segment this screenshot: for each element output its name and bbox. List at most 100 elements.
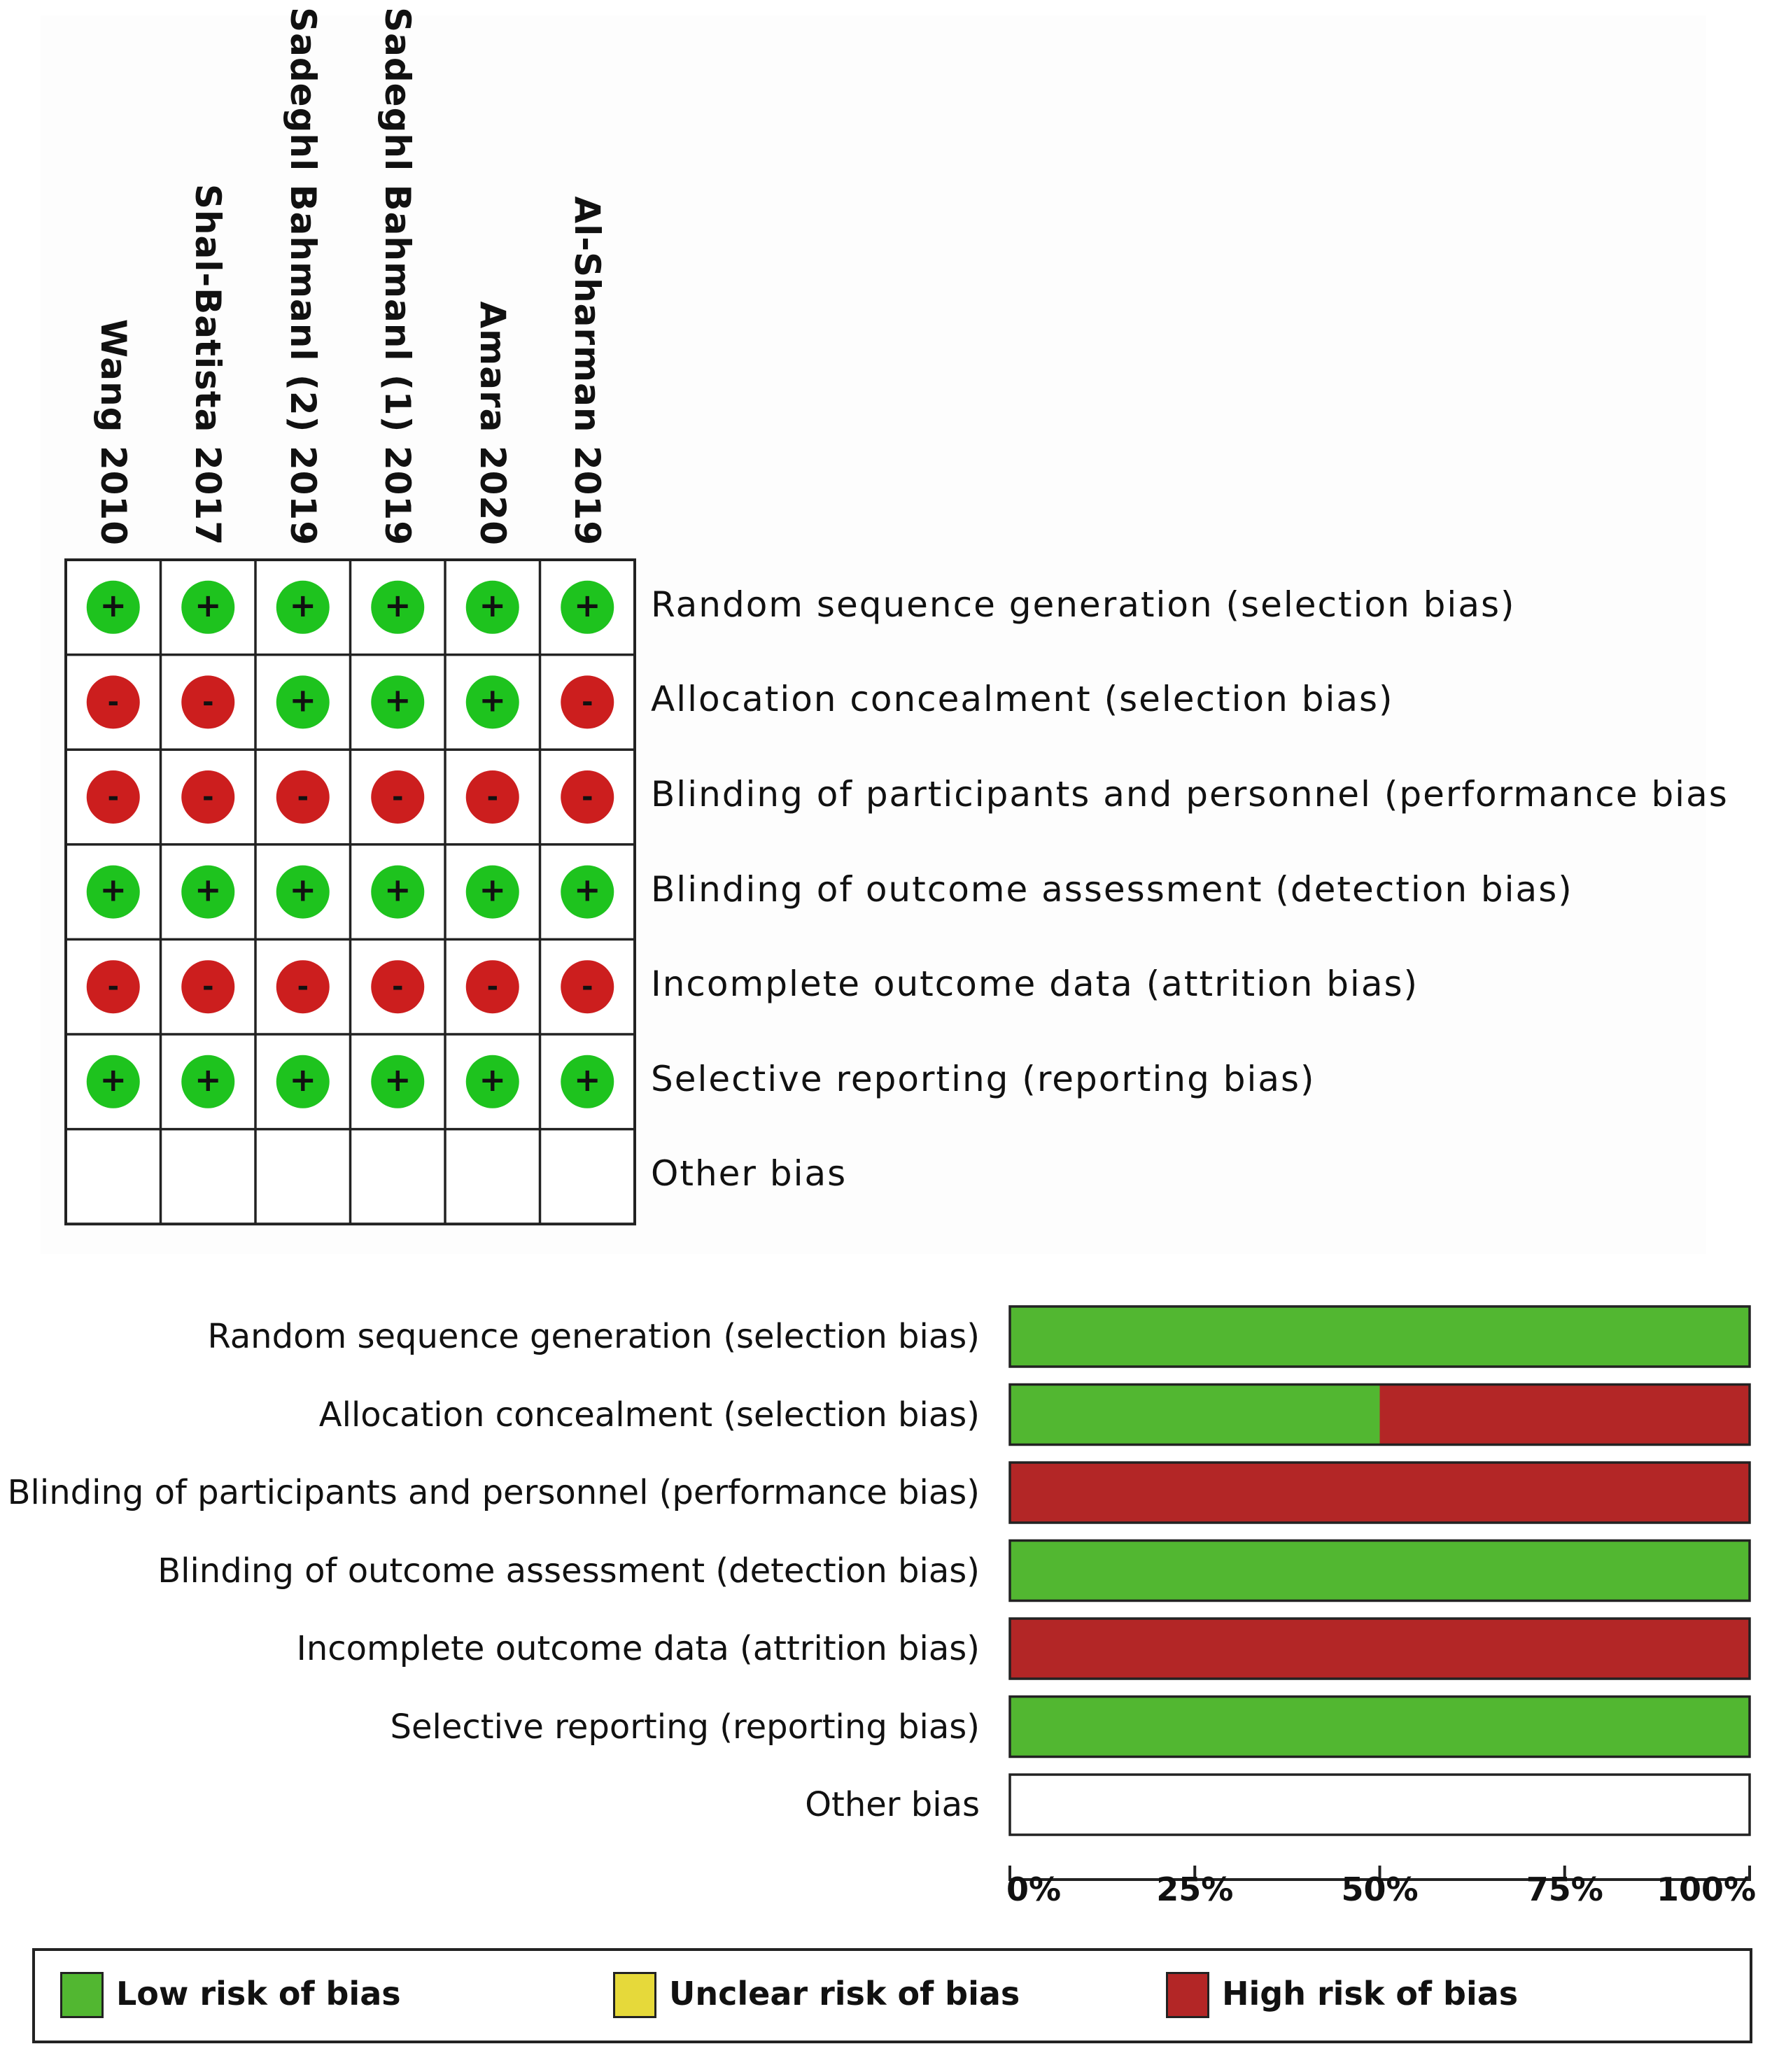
judgement-symbol: + <box>384 586 412 624</box>
judgement-circle <box>276 960 330 1014</box>
low-risk-icon: + <box>371 675 425 729</box>
judgement-symbol: - <box>582 686 593 718</box>
low-risk-icon: + <box>276 1055 330 1108</box>
judgement-symbol: + <box>384 1061 412 1099</box>
low-risk-icon: + <box>465 865 519 919</box>
low-risk-icon: + <box>561 580 614 634</box>
high-risk-icon: - <box>181 960 235 1014</box>
low-risk-icon: + <box>276 865 330 919</box>
high-risk-icon: - <box>465 960 519 1014</box>
low-risk-icon: + <box>276 675 330 729</box>
judgement-symbol: - <box>202 686 214 718</box>
bar-outline <box>1008 1695 1751 1759</box>
judgement-circle <box>465 1055 519 1108</box>
bar-outline <box>1008 1383 1751 1446</box>
bar-segment <box>1010 1540 1750 1601</box>
x-axis-tick-label: 100% <box>1656 1870 1757 1908</box>
domain-label: Random sequence generation (selection bi… <box>651 584 1516 625</box>
judgement-circle <box>561 1055 614 1108</box>
judgement-symbol: - <box>297 971 309 1003</box>
high-risk-icon: - <box>561 770 614 824</box>
judgement-circle <box>86 675 140 729</box>
x-axis-tick-label: 25% <box>1156 1870 1234 1908</box>
judgement-circle <box>561 960 614 1014</box>
judgement-symbol: + <box>479 1061 506 1099</box>
low-risk-icon: + <box>86 865 140 919</box>
judgement-symbol: + <box>289 1061 316 1099</box>
judgement-symbol: - <box>297 781 309 813</box>
judgement-circle <box>276 675 330 729</box>
low-risk-icon: + <box>181 1055 235 1108</box>
high-risk-icon: - <box>86 770 140 824</box>
low-risk-icon: + <box>181 580 235 634</box>
bar-segment <box>1010 1384 1380 1445</box>
judgement-circle <box>561 865 614 919</box>
judgement-circle <box>561 580 614 634</box>
judgement-symbol: + <box>289 681 316 719</box>
judgement-symbol: - <box>392 971 404 1003</box>
x-axis-tick-label: 0% <box>1006 1870 1062 1908</box>
judgement-symbol: + <box>574 1061 601 1099</box>
high-risk-icon: - <box>276 960 330 1014</box>
domain-label: Allocation concealment (selection bias) <box>651 679 1394 720</box>
low-risk-icon: + <box>371 580 425 634</box>
judgement-symbol: - <box>582 781 593 813</box>
high-risk-icon: - <box>86 675 140 729</box>
low-risk-icon: + <box>561 865 614 919</box>
low-risk-icon: + <box>465 1055 519 1108</box>
judgement-symbol: - <box>107 971 119 1003</box>
domain-label: Selective reporting (reporting bias) <box>651 1058 1316 1099</box>
judgement-circle <box>181 675 235 729</box>
low-risk-icon: + <box>86 580 140 634</box>
judgement-symbol: + <box>289 586 316 624</box>
high-risk-icon: - <box>465 770 519 824</box>
judgement-circle <box>181 770 235 824</box>
judgement-symbol: + <box>195 871 222 909</box>
judgement-circle <box>371 675 425 729</box>
x-axis-tick-label: 75% <box>1526 1870 1603 1908</box>
bar-segment <box>1379 1384 1750 1445</box>
bar-category-label: Random sequence generation (selection bi… <box>207 1317 980 1356</box>
risk-of-bias-bar-chart <box>1008 1305 1751 1881</box>
judgement-symbol: + <box>574 586 601 624</box>
judgement-circle <box>86 770 140 824</box>
judgement-symbol: + <box>384 871 412 909</box>
bar-outline <box>1008 1773 1751 1836</box>
judgement-circle <box>371 1055 425 1108</box>
bar-category-label: Selective reporting (reporting bias) <box>390 1707 980 1747</box>
high-risk-icon: - <box>86 960 140 1014</box>
bar-category-label: Incomplete outcome data (attrition bias) <box>296 1629 980 1668</box>
bar-category-label: Blinding of outcome assessment (detectio… <box>157 1551 980 1591</box>
judgement-circle <box>276 1055 330 1108</box>
low-risk-icon: + <box>371 1055 425 1108</box>
bar-segment <box>1010 1696 1750 1757</box>
bar-segment <box>1010 1306 1750 1367</box>
low-risk-icon: + <box>276 580 330 634</box>
bar-outline <box>1008 1617 1751 1680</box>
legend-label-high: High risk of bias <box>1222 1975 1519 2013</box>
judgement-circle <box>276 580 330 634</box>
judgement-symbol: - <box>202 971 214 1003</box>
legend-swatch-high <box>1166 1972 1209 2018</box>
high-risk-icon: - <box>276 770 330 824</box>
judgement-circle <box>276 770 330 824</box>
high-risk-icon: - <box>561 675 614 729</box>
bar-background <box>1010 1775 1750 1835</box>
low-risk-icon: + <box>86 1055 140 1108</box>
domain-label: Other bias <box>651 1153 848 1194</box>
high-risk-icon: - <box>371 770 425 824</box>
risk-of-bias-grid: + + + + + + - - + + + - - - - - - - + + + + + + - - - - - - + + + + + + <box>64 558 636 1226</box>
judgement-symbol: + <box>479 681 506 719</box>
domain-label: Blinding of outcome assessment (detectio… <box>651 868 1573 910</box>
bar-category-label: Other bias <box>805 1785 980 1824</box>
high-risk-icon: - <box>371 960 425 1014</box>
high-risk-icon: - <box>181 675 235 729</box>
judgement-circle <box>181 865 235 919</box>
judgement-circle <box>86 865 140 919</box>
judgement-symbol: - <box>486 781 498 813</box>
judgement-circle <box>86 580 140 634</box>
legend-swatch-unclear <box>613 1972 656 2018</box>
judgement-symbol: + <box>99 1061 127 1099</box>
low-risk-icon: + <box>371 865 425 919</box>
judgement-circle <box>86 960 140 1014</box>
